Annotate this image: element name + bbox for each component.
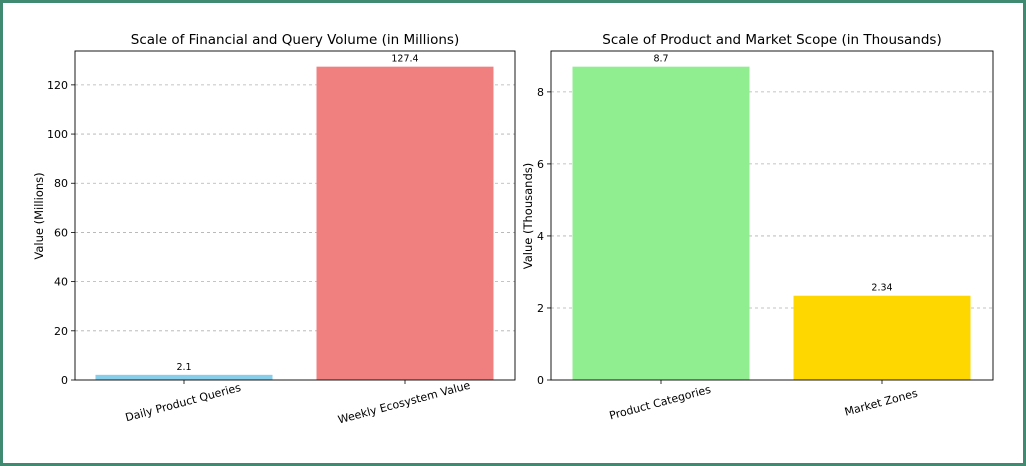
y-axis-label: Value (Thousands) (521, 163, 535, 269)
y-tick-label: 80 (54, 177, 68, 190)
y-tick-label: 8 (537, 86, 544, 99)
axes-frame (550, 50, 994, 381)
y-tick-label: 120 (47, 79, 68, 92)
y-tick-label: 0 (61, 374, 68, 387)
x-tick-label: Product Categories (608, 383, 713, 423)
bar (316, 66, 494, 381)
bar (793, 295, 971, 380)
x-tick-label: Market Zones (843, 387, 919, 419)
y-tick-label: 100 (47, 128, 68, 141)
y-tick-label: 60 (54, 226, 68, 239)
y-tick-label: 2 (537, 302, 544, 315)
chart-product-market-scope: Scale of Product and Market Scope (in Th… (521, 32, 994, 423)
bar (572, 66, 750, 381)
y-tick-label: 40 (54, 276, 68, 289)
y-tick-label: 0 (537, 374, 544, 387)
y-tick-label: 6 (537, 158, 544, 171)
y-tick-label: 4 (537, 230, 544, 243)
bar (95, 374, 273, 380)
chart-title: Scale of Financial and Query Volume (in … (131, 32, 459, 48)
x-tick-label: Daily Product Queries (124, 381, 243, 424)
data-label: 2.1 (176, 362, 191, 373)
data-label: 8.7 (653, 54, 668, 65)
axes-frame (74, 50, 516, 381)
y-axis-label: Value (Millions) (32, 172, 46, 259)
data-label: 2.34 (871, 283, 892, 294)
y-tick-label: 20 (54, 325, 68, 338)
chart-title: Scale of Product and Market Scope (in Th… (602, 32, 941, 48)
data-label: 127.4 (391, 54, 418, 65)
x-tick-label: Weekly Ecosystem Value (337, 379, 472, 427)
chart-financial-query-volume: Scale of Financial and Query Volume (in … (32, 32, 516, 427)
